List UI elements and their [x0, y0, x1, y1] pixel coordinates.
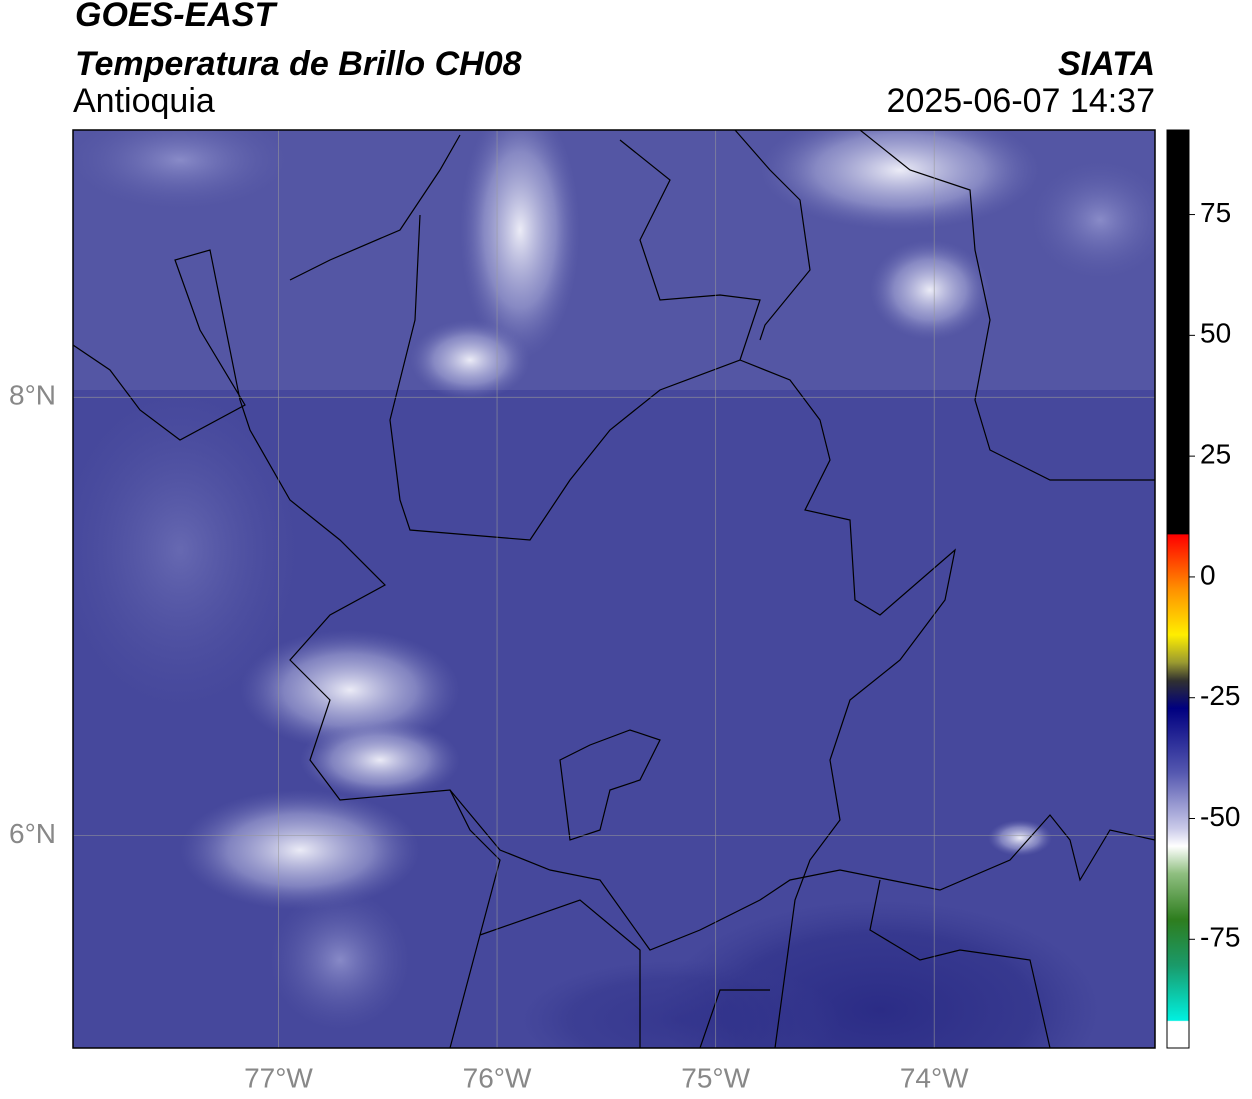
- source-label: SIATA: [1058, 45, 1155, 83]
- map-frame: [72, 129, 1156, 1049]
- grid: [73, 130, 1155, 1048]
- x-tick-label: 74°W: [900, 1062, 969, 1093]
- colorbar-tick-label: -25: [1200, 680, 1240, 711]
- y-tick-label: 8°N: [9, 380, 56, 411]
- colorbar-tick-label: -50: [1200, 801, 1240, 832]
- colorbar: [1166, 129, 1190, 1049]
- y-tick-label: 6°N: [9, 818, 56, 849]
- x-tick-label: 77°W: [244, 1062, 313, 1093]
- colorbar-tick-label: 25: [1200, 439, 1231, 470]
- x-tick-label: 75°W: [681, 1062, 750, 1093]
- colorbar-tick-label: 50: [1200, 318, 1231, 349]
- product-title: Temperatura de Brillo CH08: [75, 45, 522, 83]
- x-tick-label: 76°W: [463, 1062, 532, 1093]
- colorbar-tick-label: 0: [1200, 559, 1216, 590]
- colorbar-tick-label: -75: [1200, 922, 1240, 953]
- colorbar-tick-label: 75: [1200, 197, 1231, 228]
- timestamp: 2025-06-07 14:37: [887, 82, 1155, 120]
- region-label: Antioquia: [73, 82, 215, 120]
- map-image: [73, 130, 1155, 1048]
- satellite-title: GOES-EAST: [75, 0, 278, 34]
